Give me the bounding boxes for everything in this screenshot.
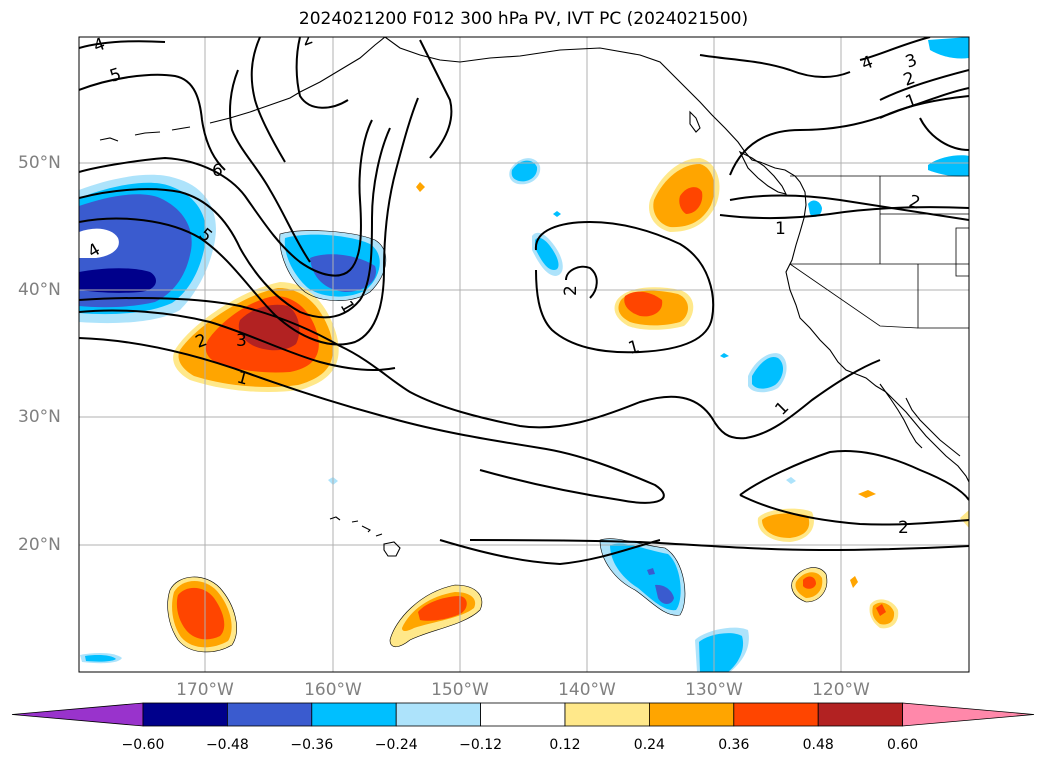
- colorbar-extend-max: [902, 702, 1035, 727]
- political-borders: [789, 175, 969, 329]
- contour-label: 2: [907, 192, 923, 214]
- colorbar-segment: [817, 702, 904, 727]
- coastlines: [99, 37, 969, 557]
- colorbar-tick-label: 0.60: [887, 737, 919, 753]
- colorbar-segment: [311, 702, 397, 727]
- colorbar-segment: [564, 702, 650, 727]
- contour-lines: [79, 37, 969, 566]
- colorbar-tick-label: 0.48: [802, 737, 834, 753]
- contour-label: 1: [775, 219, 786, 239]
- lon-label-130w: 130°W: [685, 680, 743, 700]
- colorbar-segment: [226, 702, 313, 727]
- lon-label-140w: 140°W: [558, 680, 616, 700]
- colorbar-tick-label: 0.24: [633, 737, 665, 753]
- colorbar-tick-label: 0.12: [549, 737, 581, 753]
- colorbar-extend-min: [11, 702, 144, 727]
- contour-label: 1: [626, 337, 642, 359]
- contour-label: 1: [235, 368, 251, 390]
- negative-shading: [79, 37, 969, 672]
- lon-label-150w: 150°W: [431, 680, 489, 700]
- colorbar-tick-label: −0.12: [459, 737, 503, 753]
- shading-outlines: [167, 230, 828, 653]
- lon-label-160w: 160°W: [304, 680, 362, 700]
- lat-label-20n: 20°N: [18, 535, 61, 555]
- colorbar-segment: [395, 702, 482, 727]
- map-title: 2024021200 F012 300 hPa PV, IVT PC (2024…: [298, 9, 749, 29]
- lon-label-120w: 120°W: [812, 680, 870, 700]
- contour-label: 4: [91, 34, 108, 56]
- colorbar-tick-label: −0.60: [121, 737, 165, 753]
- lon-label-170w: 170°W: [176, 680, 234, 700]
- colorbar-segment: [142, 702, 228, 727]
- colorbar-segment: [649, 702, 735, 727]
- gridlines: [79, 37, 969, 672]
- contour-label: 2: [898, 518, 909, 538]
- colorbar-tick-label: −0.36: [290, 737, 334, 753]
- colorbar-segment: [480, 702, 566, 727]
- colorbar-tick-label: −0.48: [205, 737, 249, 753]
- contour-label: 3: [236, 331, 247, 351]
- lat-label-30n: 30°N: [18, 407, 61, 427]
- colorbar-tick-label: 0.36: [718, 737, 750, 753]
- lat-label-40n: 40°N: [18, 280, 61, 300]
- colorbar-tick-label: −0.24: [374, 737, 418, 753]
- contour-label: 2: [561, 285, 581, 296]
- contour-label: 6: [212, 161, 223, 181]
- colorbar-segment: [733, 702, 819, 727]
- colorbar: [11, 702, 1035, 727]
- plot-frame: [78, 36, 970, 673]
- lat-label-50n: 50°N: [18, 153, 61, 173]
